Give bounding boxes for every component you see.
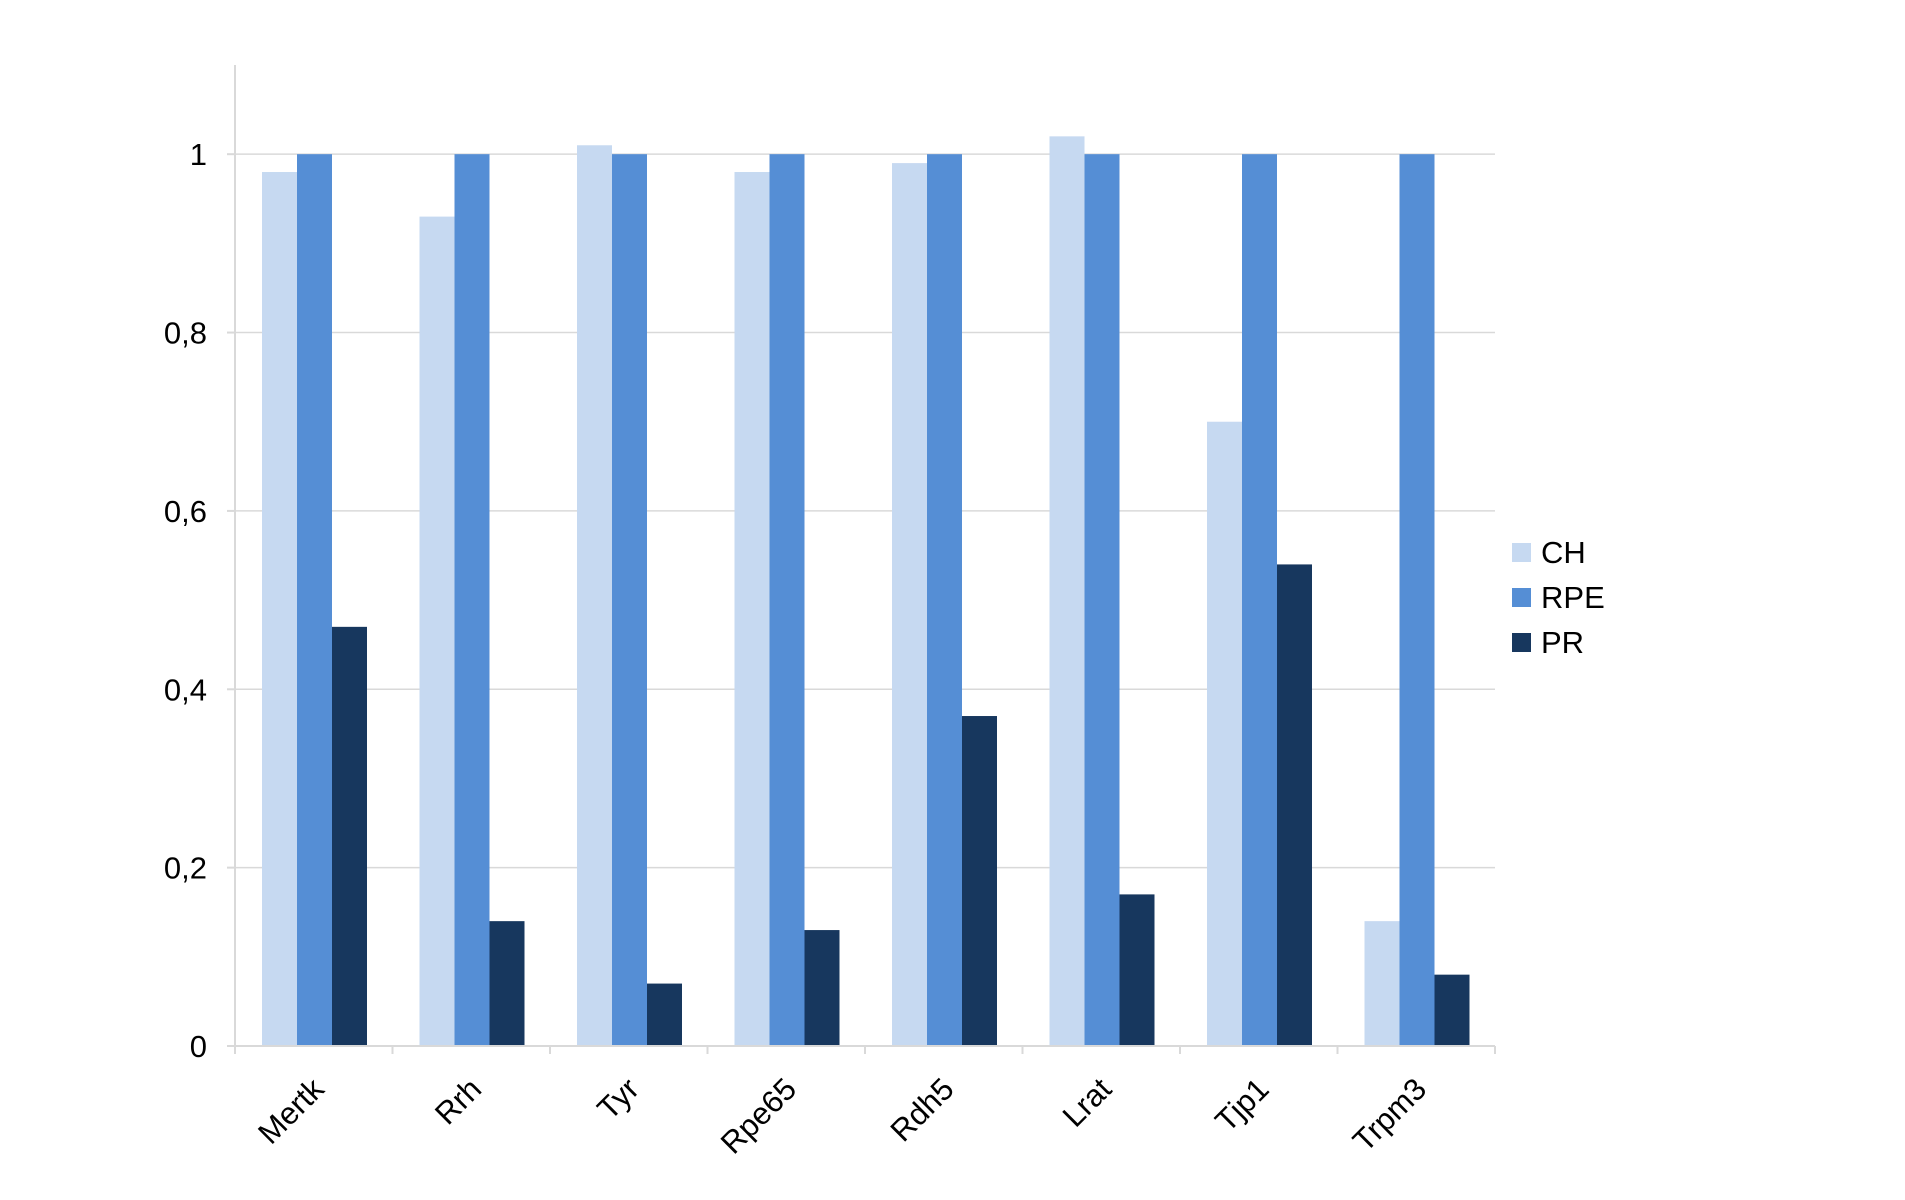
bar-rpe-lrat xyxy=(1084,154,1120,1046)
bars xyxy=(262,136,1470,1047)
bar-rpe-tjp1 xyxy=(1242,154,1277,1046)
y-tick-label: 1 xyxy=(190,137,207,172)
bar-ch-lrat xyxy=(1049,136,1085,1046)
x-tick-label: Rdh5 xyxy=(884,1071,961,1148)
x-tick-labels: Mertk Rrh Tyr Rpe65 Rdh5 Lrat Tjp1 Trpm3 xyxy=(251,1071,1433,1161)
bar-pr-rdh5 xyxy=(962,716,997,1046)
axes xyxy=(227,65,1496,1054)
y-tick-label: 0,2 xyxy=(164,851,207,886)
legend: CH RPE PR xyxy=(1512,535,1605,660)
legend-label-ch: CH xyxy=(1541,535,1586,570)
bar-rpe-rpe65 xyxy=(769,154,805,1046)
y-tick-label: 0,6 xyxy=(164,494,207,529)
legend-swatch-pr xyxy=(1512,633,1531,652)
bar-pr-tyr xyxy=(647,983,682,1046)
bar-rpe-rrh xyxy=(454,154,490,1046)
x-tick-label: Lrat xyxy=(1056,1071,1119,1134)
x-tick-label: Rrh xyxy=(428,1071,488,1131)
x-tick-label: Tyr xyxy=(591,1071,646,1126)
x-tick-label: Rpe65 xyxy=(714,1071,803,1160)
y-tick-label: 0 xyxy=(190,1029,207,1064)
legend-swatch-rpe xyxy=(1512,588,1531,607)
bar-ch-tyr xyxy=(577,145,612,1046)
bar-rpe-mertk xyxy=(297,154,332,1046)
bar-pr-lrat xyxy=(1119,894,1155,1046)
bar-ch-rrh xyxy=(419,216,455,1047)
bar-ch-rpe65 xyxy=(734,172,770,1046)
bar-ch-trpm3 xyxy=(1364,921,1400,1046)
legend-swatch-ch xyxy=(1512,543,1531,562)
y-tick-labels: 0 0,2 0,4 0,6 0,8 1 xyxy=(164,137,207,1064)
y-tick-label: 0,4 xyxy=(164,672,207,707)
legend-label-rpe: RPE xyxy=(1541,580,1605,615)
bar-ch-tjp1 xyxy=(1207,421,1242,1046)
bar-pr-tjp1 xyxy=(1277,564,1312,1046)
bar-rpe-trpm3 xyxy=(1399,154,1435,1046)
bar-rpe-tyr xyxy=(612,154,647,1046)
bar-pr-trpm3 xyxy=(1434,974,1470,1046)
bar-ch-mertk xyxy=(262,172,297,1046)
bar-ch-rdh5 xyxy=(892,163,927,1047)
bar-pr-rrh xyxy=(489,921,525,1046)
x-tick-label: Tjp1 xyxy=(1208,1071,1275,1138)
x-tick-label: Mertk xyxy=(251,1071,331,1151)
bar-pr-rpe65 xyxy=(804,930,840,1046)
legend-label-pr: PR xyxy=(1541,625,1584,660)
y-tick-label: 0,8 xyxy=(164,316,207,351)
x-tick-label: Trpm3 xyxy=(1346,1071,1433,1158)
bar-rpe-rdh5 xyxy=(927,154,962,1046)
bar-pr-mertk xyxy=(332,626,367,1046)
